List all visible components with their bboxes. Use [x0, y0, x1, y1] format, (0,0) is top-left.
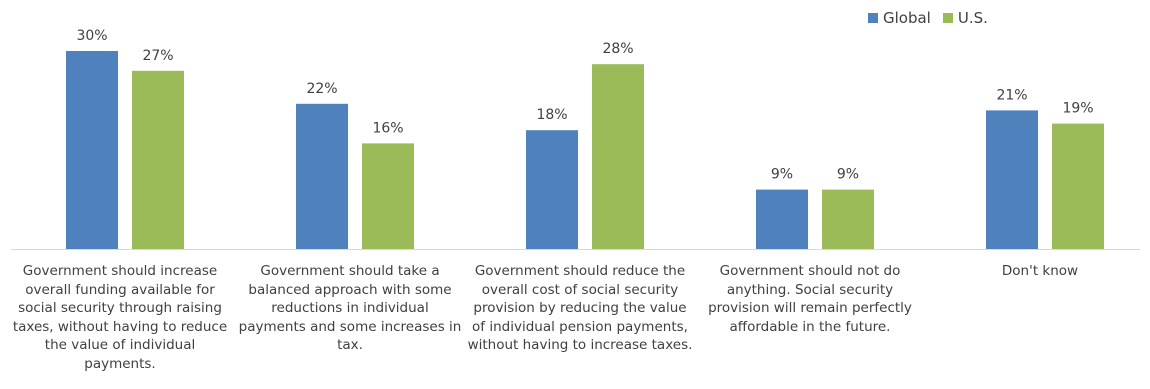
legend-label-us: U.S.: [957, 9, 988, 27]
category-label-increase-funding: Government should increase overall fundi…: [12, 263, 228, 372]
data-label-global-3: 18%: [536, 107, 567, 123]
data-label-global-4: 9%: [771, 167, 793, 183]
data-label-us-1: 27%: [142, 48, 173, 64]
legend-item-global: Global: [868, 9, 931, 27]
legend: Global U.S.: [868, 9, 1000, 27]
category-label-do-nothing: Government should not do anything. Socia…: [708, 263, 912, 335]
category-label-balanced-approach: Government should take a balanced approa…: [238, 263, 462, 353]
bar-us-5: [1052, 123, 1104, 249]
data-label-global-2: 22%: [306, 81, 337, 97]
bar-us-1: [132, 70, 184, 249]
category-label-reduce-cost: Government should reduce the overall cos…: [467, 263, 693, 353]
data-label-global-5: 21%: [996, 87, 1027, 103]
legend-item-us: U.S.: [942, 9, 988, 27]
legend-label-global: Global: [883, 9, 931, 27]
bar-us-3: [592, 64, 644, 249]
category-label-dont-know: Don't know: [1001, 263, 1079, 279]
data-label-us-3: 28%: [602, 41, 633, 57]
bar-global-2: [296, 103, 348, 249]
bar-global-3: [526, 130, 578, 249]
data-label-us-5: 19%: [1062, 101, 1093, 117]
bar-us-4: [822, 189, 874, 249]
data-label-global-1: 30%: [76, 28, 107, 44]
legend-swatch-global: [868, 13, 878, 23]
data-label-us-4: 9%: [837, 167, 859, 183]
bar-global-1: [66, 51, 118, 249]
data-label-us-2: 16%: [372, 120, 403, 136]
legend-swatch-us: [942, 13, 953, 23]
bar-global-4: [756, 189, 808, 249]
bar-global-5: [986, 110, 1038, 250]
bar-us-2: [362, 143, 414, 249]
